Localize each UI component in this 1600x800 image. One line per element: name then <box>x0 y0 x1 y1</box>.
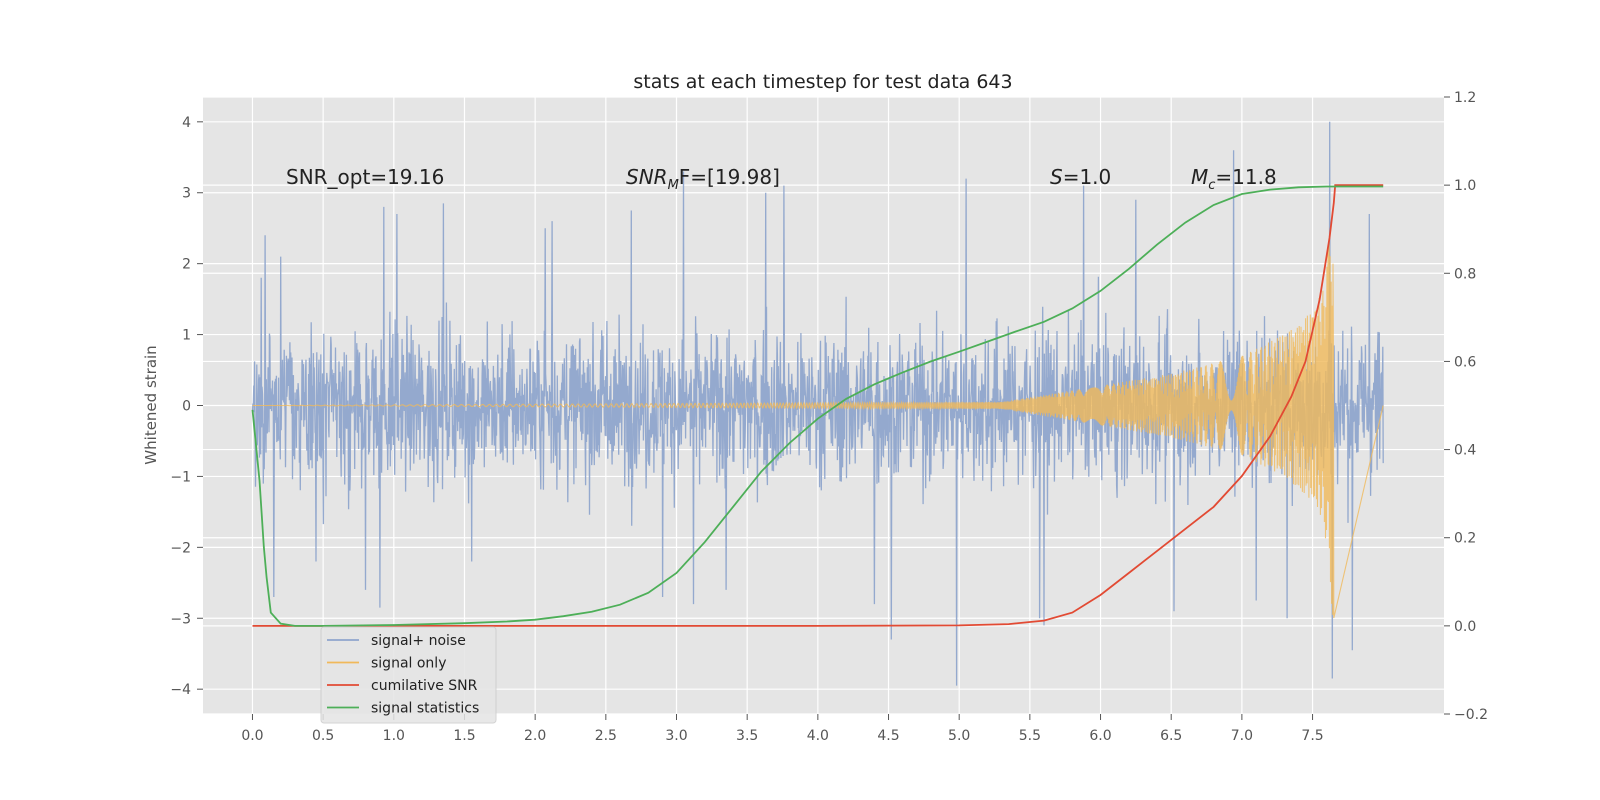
x-tick-label: 4.0 <box>807 728 829 744</box>
y-right-tick-label: 1.0 <box>1454 178 1476 194</box>
y-left-tick-label: 0 <box>182 399 191 415</box>
series-signal-only <box>252 242 1384 619</box>
x-tick-label: 5.5 <box>1019 728 1041 744</box>
annotation-snr-mf: SNRMF=[19.98] <box>626 165 780 193</box>
x-tick-label: 2.5 <box>595 728 617 744</box>
y-left-tick-label: 3 <box>182 186 191 202</box>
legend: signal+ noise signal only cumilative SNR si… <box>320 626 497 724</box>
y-right-tick-label: 0.8 <box>1454 266 1476 282</box>
legend-label: signal statistics <box>371 701 479 717</box>
plot-series <box>251 121 1384 686</box>
x-tick-label: 6.0 <box>1089 728 1111 744</box>
x-tick-label: 0.5 <box>312 728 334 744</box>
y-left-tick-label: 2 <box>182 257 191 273</box>
x-tick-label: 2.0 <box>524 728 546 744</box>
x-tick-label: 4.5 <box>877 728 899 744</box>
y-right-tick-label: 0.0 <box>1454 619 1476 635</box>
annotation-mc: Mc=11.8 <box>1191 165 1277 193</box>
x-tick-label: 7.5 <box>1301 728 1323 744</box>
x-tick-label: 1.5 <box>453 728 475 744</box>
x-axis: 0.0 0.5 1.0 1.5 2.0 2.5 3.0 3.5 4.0 4.5 5.0 5.5 6.0 6… <box>241 714 1324 744</box>
x-tick-label: 6.5 <box>1160 728 1182 744</box>
y-right-tick-label: −0.2 <box>1454 707 1488 723</box>
chart-title: stats at each timestep for test data 643 <box>633 71 1012 93</box>
x-tick-label: 3.0 <box>665 728 687 744</box>
y-axis-right: 1.2 1.0 0.8 0.6 0.4 0.2 0.0 −0.2 <box>1444 90 1488 723</box>
y-axis-label: Whitened strain <box>142 345 160 464</box>
y-right-tick-label: 0.2 <box>1454 531 1476 547</box>
y-right-tick-label: 1.2 <box>1454 90 1476 106</box>
y-left-tick-label: −4 <box>170 682 191 698</box>
y-left-tick-label: −3 <box>170 611 191 627</box>
y-left-tick-label: −2 <box>170 540 191 556</box>
legend-box <box>320 626 497 724</box>
legend-label: cumilative SNR <box>371 678 478 694</box>
y-left-tick-label: 1 <box>182 328 191 344</box>
legend-label: signal only <box>371 656 446 672</box>
y-right-tick-label: 0.6 <box>1454 354 1476 370</box>
y-left-tick-label: −1 <box>170 469 191 485</box>
series-cumulative-snr <box>252 184 1384 627</box>
x-tick-label: 7.0 <box>1231 728 1253 744</box>
x-tick-label: 1.0 <box>383 728 405 744</box>
y-axis-left: 4 3 2 1 0 −1 −2 −3 −4 <box>170 115 203 698</box>
annotation-snr-opt: SNR_opt=19.16 <box>286 165 444 189</box>
x-tick-label: 5.0 <box>948 728 970 744</box>
series-signal-noise <box>251 121 1384 686</box>
x-tick-label: 3.5 <box>736 728 758 744</box>
y-left-tick-label: 4 <box>182 115 191 131</box>
y-right-tick-label: 0.4 <box>1454 443 1476 459</box>
x-tick-label: 0.0 <box>241 728 263 744</box>
legend-label: signal+ noise <box>371 633 466 649</box>
annotation-s: S=1.0 <box>1050 165 1111 189</box>
series-signal-statistics <box>251 185 1384 627</box>
